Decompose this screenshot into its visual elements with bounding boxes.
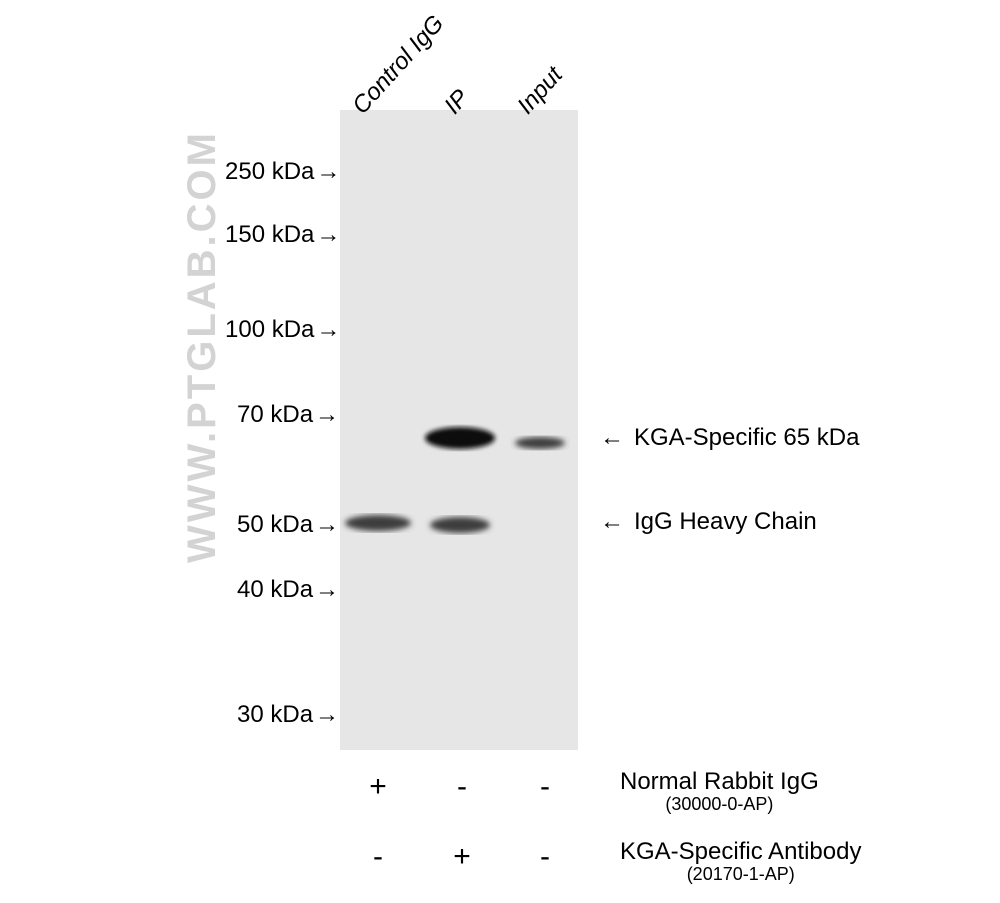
band-ip-igg-heavy <box>430 517 490 533</box>
mark-r1-c3: - <box>530 770 560 804</box>
figure-stage: WWW.PTGLAB.COM Control IgG IP Input 250 … <box>0 0 1000 903</box>
mw-70: 70 kDa→ <box>237 401 339 429</box>
mw-30: 30 kDa→ <box>237 701 339 729</box>
mw-150: 150 kDa→ <box>225 221 340 249</box>
mw-40: 40 kDa→ <box>237 576 339 604</box>
legend-normal-rabbit-igg: Normal Rabbit IgG (30000-0-AP) <box>620 768 819 815</box>
band-ip-kga <box>425 427 495 449</box>
annotation-igg-heavy: ←IgG Heavy Chain <box>600 508 817 536</box>
mark-r1-c1: + <box>363 770 393 804</box>
band-input-kga <box>515 437 565 449</box>
mw-50: 50 kDa→ <box>237 511 339 539</box>
legend-kga-specific-antibody: KGA-Specific Antibody (20170-1-AP) <box>620 838 861 885</box>
mw-100: 100 kDa→ <box>225 316 340 344</box>
annotation-kga: ←KGA-Specific 65 kDa <box>600 424 859 452</box>
mark-r2-c1: - <box>363 840 393 874</box>
mark-r2-c3: - <box>530 840 560 874</box>
lane-label-control-igg: Control IgG <box>347 10 450 120</box>
band-ctrl-igg-heavy <box>345 515 411 531</box>
bands-overlay <box>340 110 578 750</box>
watermark: WWW.PTGLAB.COM <box>180 130 225 563</box>
mw-250: 250 kDa→ <box>225 158 340 186</box>
mark-r2-c2: + <box>447 840 477 874</box>
mark-r1-c2: - <box>447 770 477 804</box>
